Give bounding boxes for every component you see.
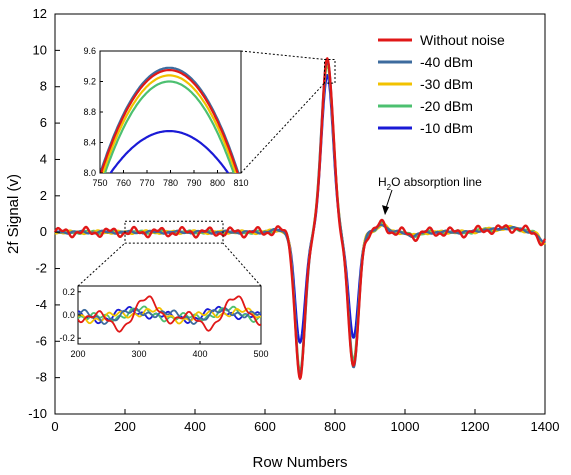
inset-peak-y-tick-label: 8.0 xyxy=(83,168,96,178)
inset-baseline-y-tick-label: -0.2 xyxy=(59,333,75,343)
inset-peak-x-tick-label: 780 xyxy=(163,178,178,188)
inset-peak-y-tick-label: 9.2 xyxy=(83,77,96,87)
zoom-box-peak xyxy=(324,58,336,84)
x-tick-label: 200 xyxy=(114,419,136,434)
x-tick-label: 0 xyxy=(51,419,58,434)
legend-label-1: -40 dBm xyxy=(420,54,473,70)
x-tick-label: 800 xyxy=(324,419,346,434)
inset-baseline-y-tick-label: 0.0 xyxy=(62,310,75,320)
annotation-arrow-head xyxy=(382,205,389,216)
inset-baseline-line-0 xyxy=(78,295,261,333)
inset-peak-line-3 xyxy=(103,80,235,173)
zoom-connector xyxy=(77,242,126,287)
y-tick-label: 8 xyxy=(40,79,47,94)
inset-baseline-zoom: 200 300 400 500 -0.2 0.0 0.2 xyxy=(59,220,269,359)
inset-peak-zoom: 750 760 770 780 790 800 810 8.0 8.4 8.8 9.2 9.6 xyxy=(83,46,336,188)
x-tick-label: 1200 xyxy=(461,419,490,434)
inset-peak-x-tick-label: 750 xyxy=(92,178,107,188)
series-line-0 xyxy=(53,57,547,380)
inset-baseline-x-tick-label: 200 xyxy=(70,349,85,359)
legend: Without noise -40 dBm -30 dBm -20 dBm -10 dB… xyxy=(378,32,505,136)
legend-label-3: -20 dBm xyxy=(420,98,473,114)
y-tick-label: -6 xyxy=(35,333,47,348)
y-tick-label: 6 xyxy=(40,115,47,130)
y-tick-label: 10 xyxy=(33,42,47,57)
y-tick-label: 0 xyxy=(40,224,47,239)
zoom-box-baseline xyxy=(124,220,224,244)
inset-peak-x-tick-label: 760 xyxy=(116,178,131,188)
y-tick-label: -4 xyxy=(35,297,47,312)
y-tick-label: -10 xyxy=(28,406,47,421)
inset-peak-y-tick-label: 8.4 xyxy=(83,138,96,148)
inset-peak-y-tick-label: 8.8 xyxy=(83,107,96,117)
x-tick-label: 600 xyxy=(254,419,276,434)
y-tick-label: 4 xyxy=(40,151,47,166)
inset-peak-line-0 xyxy=(100,68,239,173)
inset-baseline-y-tick-label: 0.2 xyxy=(62,287,75,297)
y-tick-label: -2 xyxy=(35,261,47,276)
inset-baseline-line-2 xyxy=(78,306,261,325)
inset-peak-x-tick-label: 800 xyxy=(210,178,225,188)
y-tick-label: 12 xyxy=(33,6,47,21)
inset-peak-line-4 xyxy=(109,130,230,173)
main-plot: 0 200 400 600 800 1000 1200 1400 -10 -8 -6 -4 -2 0 2 4 6… xyxy=(28,6,559,434)
inset-peak-x-tick-label: 770 xyxy=(139,178,154,188)
zoom-connector xyxy=(222,242,262,287)
legend-label-4: -10 dBm xyxy=(420,120,473,136)
annotation-label: H2O absorption line xyxy=(378,175,482,192)
inset-peak-line-2 xyxy=(101,74,237,173)
y-tick-label: 2 xyxy=(40,188,47,203)
zoom-connector xyxy=(240,50,325,60)
inset-peak-x-tick-label: 810 xyxy=(233,178,248,188)
legend-label-0: Without noise xyxy=(420,32,505,48)
inset-peak-y-tick-label: 9.6 xyxy=(83,46,96,56)
inset-baseline-x-tick-label: 500 xyxy=(253,349,268,359)
x-axis-title: Row Numbers xyxy=(252,454,347,471)
inset-peak-x-tick-label: 790 xyxy=(186,178,201,188)
inset-baseline-x-tick-label: 400 xyxy=(192,349,207,359)
x-tick-label: 400 xyxy=(184,419,206,434)
x-tick-label: 1000 xyxy=(391,419,420,434)
plot-frame xyxy=(54,13,546,415)
x-tick-label: 1400 xyxy=(531,419,560,434)
legend-label-2: -30 dBm xyxy=(420,76,473,92)
y-axis-title: 2f Signal (v) xyxy=(5,174,22,254)
zoom-connector xyxy=(240,82,325,174)
y-tick-label: -8 xyxy=(35,370,47,385)
inset-baseline-x-tick-label: 300 xyxy=(131,349,146,359)
